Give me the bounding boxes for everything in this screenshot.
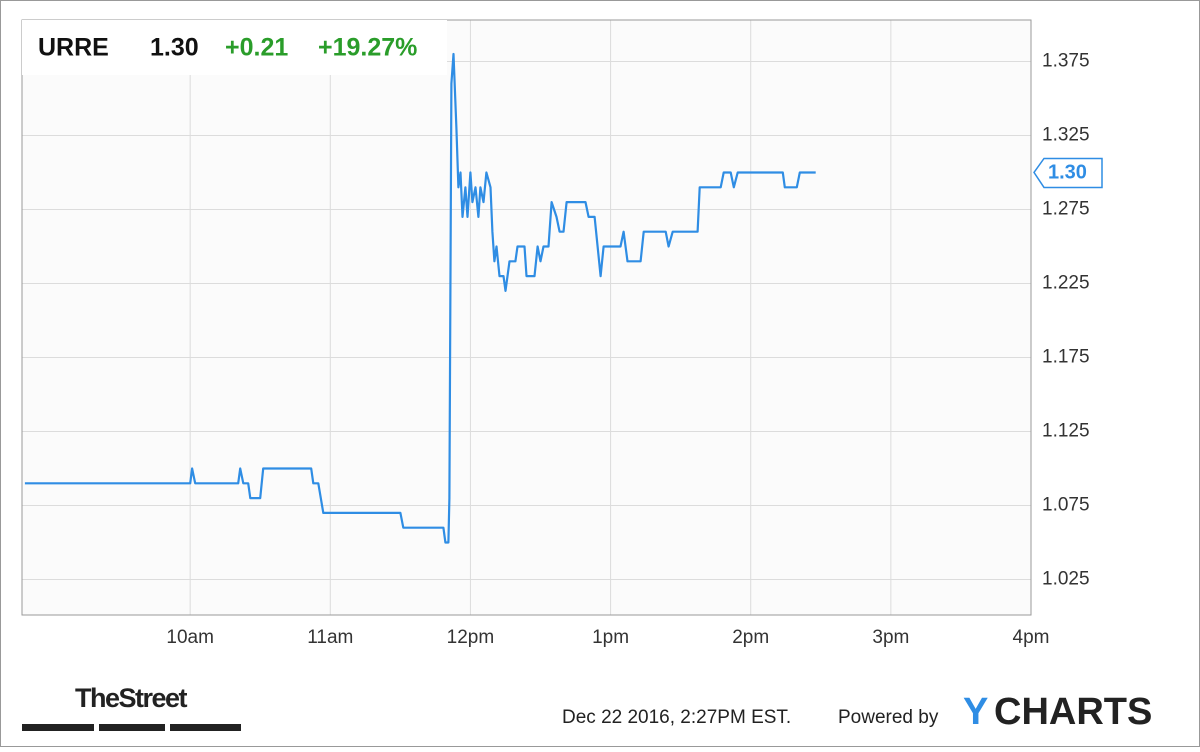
y-tick-label: 1.175 [1042, 346, 1090, 367]
y-tick-label: 1.075 [1042, 494, 1090, 515]
y-tick-label: 1.275 [1042, 198, 1090, 219]
change-percent: +19.27% [318, 34, 417, 62]
x-tick-label: 4pm [1013, 627, 1050, 648]
brand-rest: CHARTS [994, 691, 1152, 733]
last-value-flag [1033, 157, 1103, 189]
y-tick-label: 1.025 [1042, 568, 1090, 589]
x-tick-label: 10am [166, 627, 214, 648]
x-tick-label: 2pm [732, 627, 769, 648]
x-tick-label: 11am [307, 627, 353, 648]
symbol: URRE [38, 34, 109, 62]
powered-by: Powered by [838, 707, 939, 728]
source-logo: TheStreet [75, 683, 188, 713]
y-tick-label: 1.375 [1042, 50, 1090, 71]
y-tick-label: 1.125 [1042, 420, 1090, 441]
last-value-label: 1.30 [1048, 162, 1087, 184]
brand-y: Y [963, 691, 988, 733]
y-tick-label: 1.325 [1042, 124, 1090, 145]
x-tick-label: 12pm [447, 627, 495, 648]
x-tick-label: 3pm [872, 627, 909, 648]
plot-area [22, 20, 1031, 615]
change: +0.21 [225, 34, 288, 62]
logo-bar [22, 724, 94, 731]
plot-frame [21, 19, 1032, 616]
logo-bar [99, 724, 165, 731]
price: 1.30 [150, 34, 199, 62]
y-tick-label: 1.225 [1042, 272, 1090, 293]
header-box [22, 20, 447, 75]
timestamp: Dec 22 2016, 2:27PM EST. [562, 707, 791, 728]
logo-bar [170, 724, 241, 731]
price-line [24, 52, 816, 544]
x-tick-label: 1pm [592, 627, 629, 648]
